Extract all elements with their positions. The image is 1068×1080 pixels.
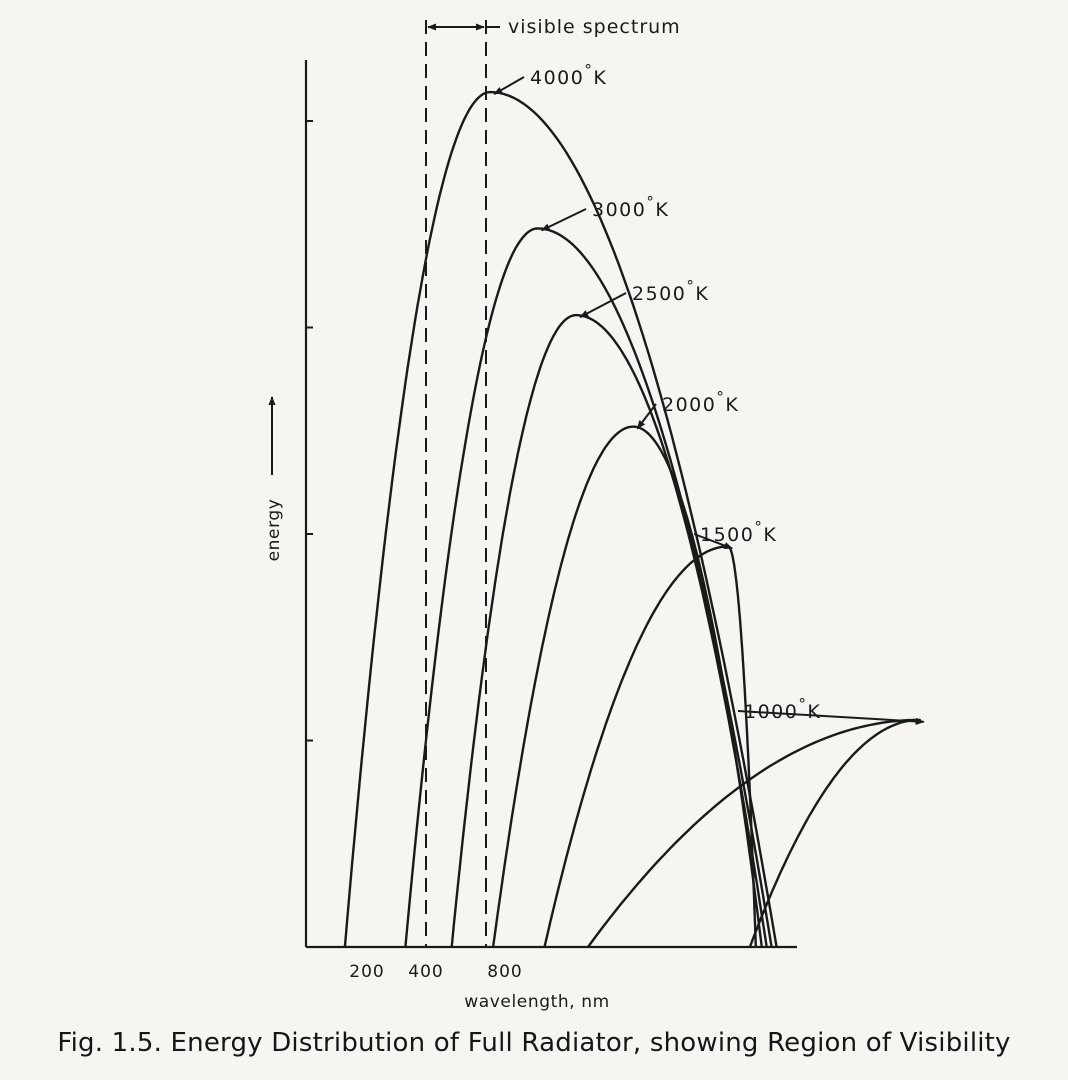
- x-tick-label-200: 200: [349, 962, 384, 982]
- visible-band-label: visible spectrum: [508, 16, 681, 38]
- x-tick-label-800: 800: [487, 962, 522, 982]
- series-label-1500K: 1500°K: [700, 518, 777, 546]
- curve-2500K: [450, 313, 768, 948]
- leader-arrow-4000K: [493, 76, 525, 95]
- curve-4000K: [343, 90, 778, 948]
- y-axis-label: energy: [264, 499, 284, 562]
- leader-arrow-1000K: [737, 710, 925, 725]
- leader-arrow-2000K: [636, 403, 657, 430]
- x-axis-label: wavelength, nm: [464, 992, 610, 1012]
- curve-3000K: [404, 227, 773, 948]
- x-tick-label-400: 400: [408, 962, 443, 982]
- curve-1500K: [543, 545, 757, 948]
- leader-arrow-3000K: [540, 208, 587, 232]
- curve-2000K: [491, 425, 763, 948]
- chart-svg: 200 400 800 wavelength, nm energy visible spe…: [264, 16, 925, 1012]
- series-label-3000K: 3000°K: [592, 193, 669, 221]
- series-label-2500K: 2500°K: [632, 277, 709, 305]
- series-label-4000K: 4000°K: [530, 61, 607, 89]
- leader-arrow-1500K: [693, 533, 734, 550]
- leader-arrow-2500K: [579, 292, 627, 318]
- series-label-2000K: 2000°K: [662, 388, 739, 416]
- series-label-1000K: 1000°K: [744, 695, 821, 723]
- figure-caption: Fig. 1.5. Energy Distribution of Full Ra…: [57, 1028, 1011, 1058]
